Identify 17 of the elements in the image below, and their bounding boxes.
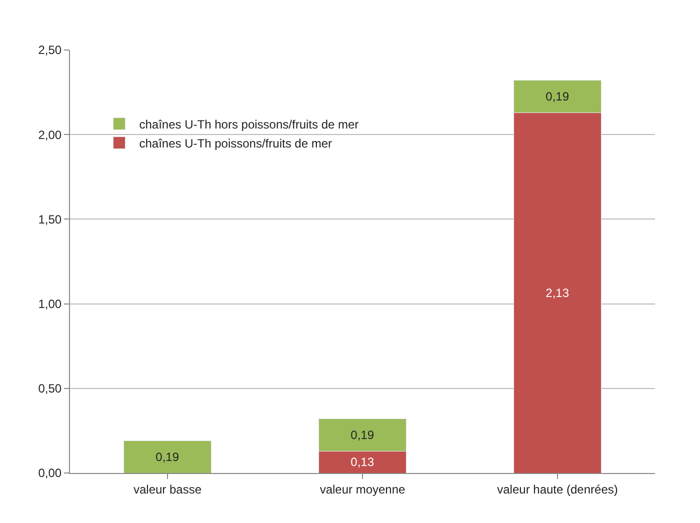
y-tick-label: 2,50 [38, 43, 62, 58]
y-tick-label: 1,00 [38, 297, 62, 311]
y-tick-label: 1,50 [38, 212, 62, 226]
y-tick-label: 0,50 [38, 382, 62, 396]
x-tick-label: valeur basse [133, 482, 202, 496]
y-tick-label: 2,00 [38, 128, 62, 142]
data-label: 0,19 [350, 428, 374, 442]
x-tick-label: valeur moyenne [320, 482, 406, 496]
data-label: 0,19 [546, 90, 570, 104]
data-label: 0,19 [156, 450, 180, 464]
data-label: 0,13 [350, 455, 374, 469]
bar [123, 440, 212, 473]
x-tick-label: valeur haute (denrées) [497, 482, 618, 496]
y-tick-label: 0,00 [38, 466, 62, 480]
legend-label: chaînes U-Th poissons/fruits de mer [139, 136, 332, 150]
data-label: 2,13 [546, 286, 570, 300]
legend-label: chaînes U-Th hors poissons/fruits de mer [139, 117, 359, 132]
